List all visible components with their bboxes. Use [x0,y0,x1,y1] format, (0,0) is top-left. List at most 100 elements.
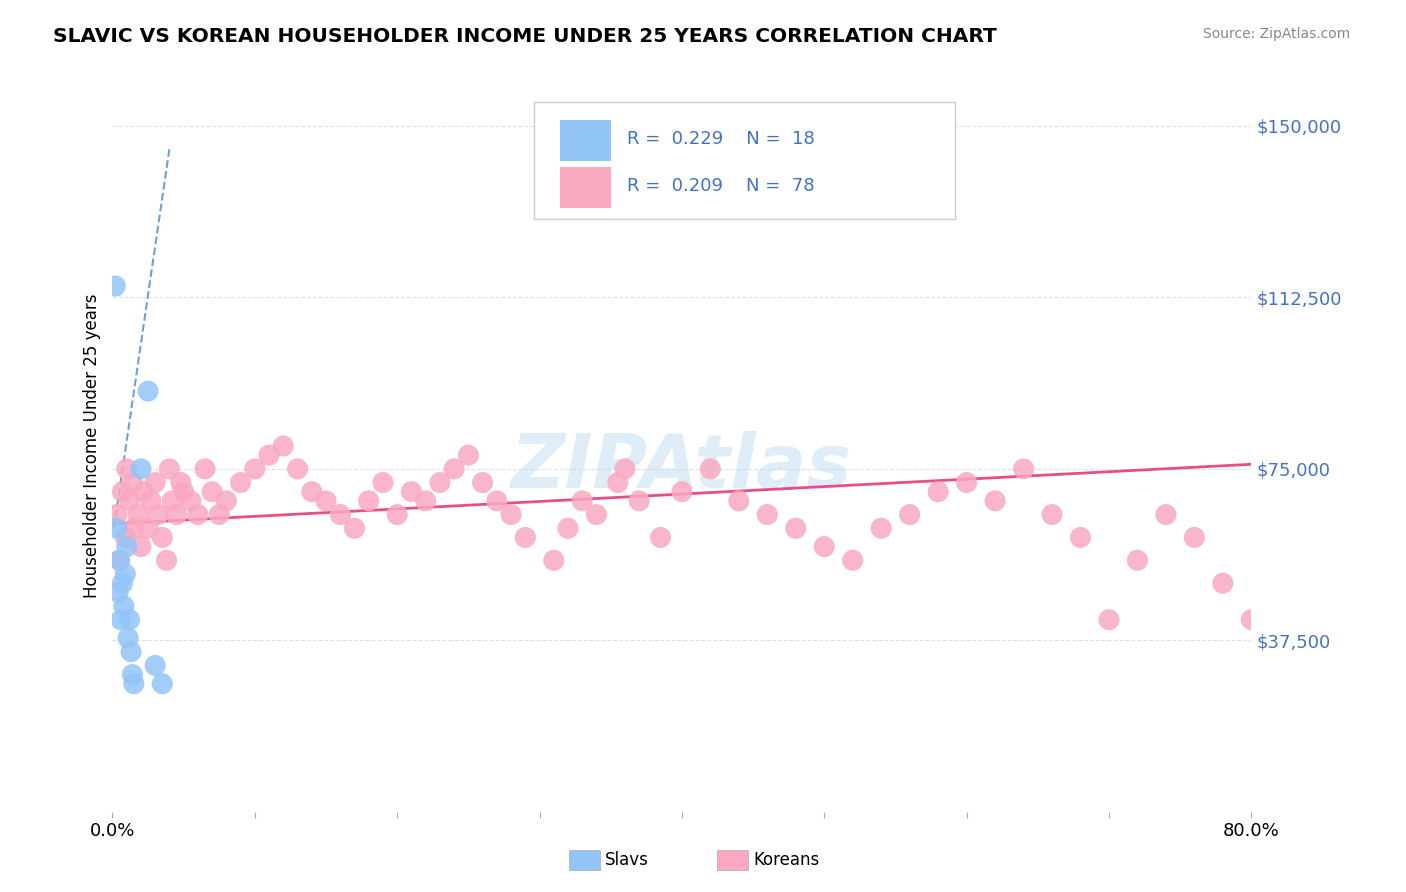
Point [1154,508,1177,522]
Point [257,448,280,462]
Point [813,540,835,554]
Point [870,521,893,535]
Point [111,576,134,591]
Y-axis label: Householder Income Under 25 years: Householder Income Under 25 years [83,293,101,599]
Point [194,462,217,476]
Point [1212,576,1234,591]
Text: Source: ZipAtlas.com: Source: ZipAtlas.com [1202,27,1350,41]
Point [155,553,177,567]
Point [271,439,295,453]
Point [136,521,159,535]
Text: Slavs: Slavs [605,851,648,869]
Point [471,475,494,490]
Point [162,493,184,508]
Point [173,484,195,499]
Point [357,493,380,508]
Point [628,493,651,508]
Point [122,676,145,690]
Text: ZIPAtlas: ZIPAtlas [512,432,852,505]
Point [108,553,131,567]
Point [457,448,479,462]
FancyBboxPatch shape [560,120,612,161]
Point [443,462,465,476]
Point [120,645,142,659]
Point [143,475,166,490]
Point [114,567,136,582]
Point [501,508,523,522]
Point [115,540,138,554]
Text: R =  0.229    N =  18: R = 0.229 N = 18 [627,129,815,148]
Point [150,530,173,544]
Point [1098,613,1121,627]
Point [385,508,409,522]
Point [105,508,128,522]
Point [728,493,751,508]
Point [699,462,721,476]
Text: R =  0.209    N =  78: R = 0.209 N = 78 [627,177,815,194]
Point [1040,508,1063,522]
Point [159,462,180,476]
Point [146,508,169,522]
Point [108,553,131,567]
Point [841,553,863,567]
Point [112,599,135,613]
Point [301,484,323,499]
Point [114,530,136,544]
Point [515,530,537,544]
Point [129,462,152,476]
Point [121,475,143,490]
FancyBboxPatch shape [534,103,955,219]
Point [143,658,166,673]
Point [485,493,508,508]
Point [201,484,224,499]
Text: SLAVIC VS KOREAN HOUSEHOLDER INCOME UNDER 25 YEARS CORRELATION CHART: SLAVIC VS KOREAN HOUSEHOLDER INCOME UNDE… [53,27,997,45]
Point [557,521,579,535]
Point [129,540,152,554]
Point [170,475,193,490]
Point [150,676,173,690]
Point [118,613,141,627]
Point [139,493,162,508]
Point [117,631,139,645]
Point [401,484,423,499]
Point [650,530,672,544]
Point [122,521,145,535]
Point [585,508,607,522]
Point [1184,530,1206,544]
Point [571,493,593,508]
Point [132,484,155,499]
Point [180,493,202,508]
Point [136,384,159,398]
Point [121,667,143,681]
Point [415,493,437,508]
Point [111,484,134,499]
Point [315,493,337,508]
Point [215,493,238,508]
Point [104,279,127,293]
Point [898,508,921,522]
Point [1012,462,1035,476]
Point [329,508,352,522]
Point [671,484,693,499]
Point [229,475,252,490]
Point [243,462,266,476]
Point [606,475,628,490]
Point [287,462,309,476]
FancyBboxPatch shape [560,168,612,208]
Point [1069,530,1091,544]
Point [1126,553,1149,567]
Point [756,508,779,522]
Point [166,508,188,522]
Point [343,521,366,535]
Point [107,585,129,599]
Point [956,475,979,490]
Text: Koreans: Koreans [754,851,820,869]
Point [785,521,807,535]
Point [1240,613,1263,627]
Point [927,484,949,499]
Point [208,508,231,522]
Point [429,475,451,490]
Point [105,521,128,535]
Point [115,462,138,476]
Point [110,613,132,627]
